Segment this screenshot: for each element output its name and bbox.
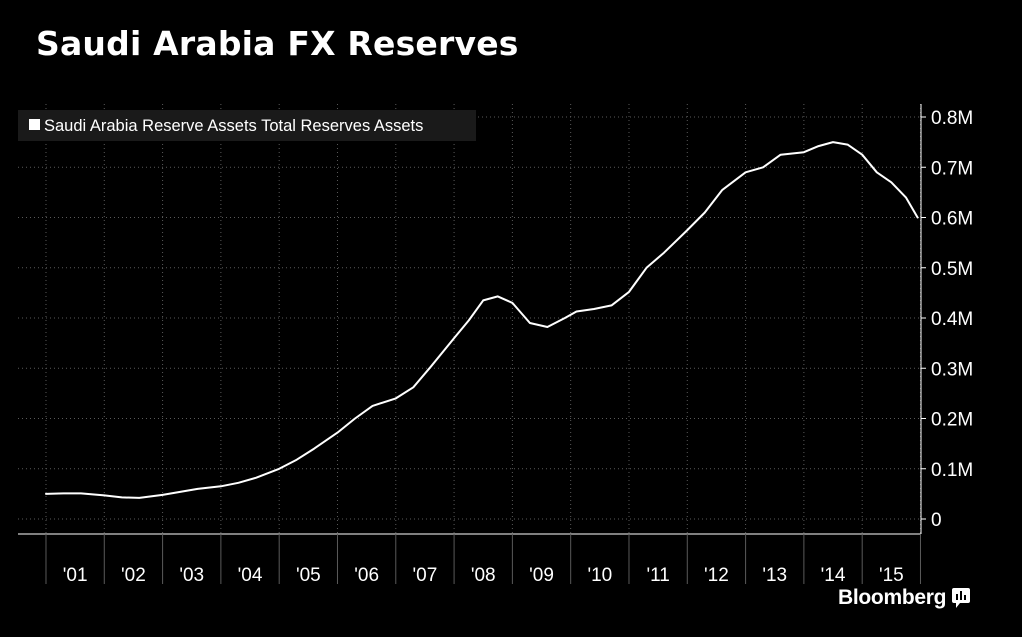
- x-tick-label: '14: [821, 565, 846, 586]
- y-tick-label: 0.7M: [931, 158, 973, 179]
- legend-swatch: [29, 119, 40, 130]
- x-tick-label: '15: [879, 565, 904, 586]
- x-tick-label: '13: [762, 565, 787, 586]
- y-tick-label: 0.6M: [931, 209, 973, 230]
- x-tick-label: '05: [296, 565, 321, 586]
- y-tick-label: 0: [931, 510, 942, 531]
- y-tick-label: 0.3M: [931, 359, 973, 380]
- x-tick-label: '01: [63, 565, 88, 586]
- y-tick-label: 0.5M: [931, 259, 973, 280]
- brand-name: Bloomberg: [838, 586, 947, 609]
- series: [45, 141, 919, 499]
- chart-title: Saudi Arabia FX Reserves: [36, 24, 519, 63]
- x-axis-ticks: '01 '02 '03 '04 '05 '06 '07 '08 '09 '10 '11 '12 '13 '…: [45, 534, 921, 586]
- x-tick-label: '03: [179, 565, 204, 586]
- x-tick-label: '02: [121, 565, 146, 586]
- y-tick-label: 0.8M: [931, 108, 973, 129]
- y-tick-label: 0.4M: [931, 309, 973, 330]
- y-axis-ticks: 0 0.1M 0.2M 0.3M 0.4M 0.5M 0.6M 0.7M 0.8M: [921, 108, 973, 531]
- x-tick-label: '11: [646, 565, 669, 586]
- x-tick-label: '04: [238, 565, 263, 586]
- legend-label: Saudi Arabia Reserve Assets Total Reserv…: [44, 117, 423, 135]
- series-line: [45, 141, 919, 499]
- bloomberg-logo: Bloomberg: [838, 586, 971, 610]
- x-tick-label: '07: [413, 565, 438, 586]
- grid-lines: [18, 104, 921, 534]
- x-tick-label: '09: [529, 565, 554, 586]
- x-tick-label: '12: [704, 565, 729, 586]
- x-tick-label: '08: [471, 565, 496, 586]
- x-tick-label: '06: [354, 565, 379, 586]
- axes: [18, 104, 922, 535]
- speech-bubble-icon: [952, 588, 971, 608]
- legend-background: [18, 110, 476, 141]
- y-tick-label: 0.2M: [931, 410, 973, 431]
- legend: Saudi Arabia Reserve Assets Total Reserv…: [18, 110, 476, 141]
- x-tick-label: '10: [587, 565, 612, 586]
- y-tick-label: 0.1M: [931, 460, 973, 481]
